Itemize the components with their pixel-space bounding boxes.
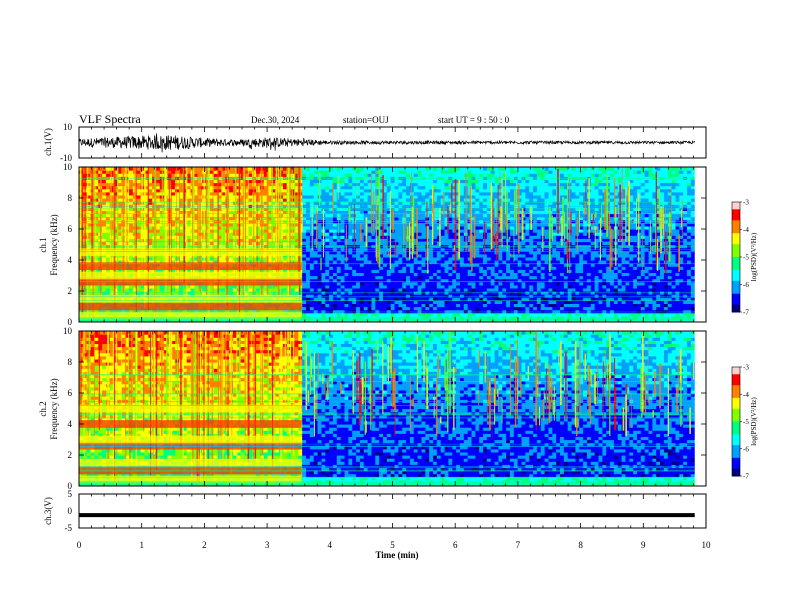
ch2-band-6 — [79, 404, 302, 413]
ch2-frequency-ylabel: ch.2 Frequency (kHz) — [38, 378, 59, 439]
ch2-colorbar-label: log(PSD)(V²/Hz) — [750, 397, 758, 446]
ch1-band-0 — [79, 311, 302, 320]
figure-title: VLF Spectra — [79, 112, 141, 126]
x-axis-label: Time (min) — [375, 550, 418, 560]
ch2-colorbar: -3 -4 -5 -6 -7 log(PSD)(V²/Hz) — [731, 364, 758, 481]
ch2-band-4 — [79, 435, 302, 444]
xtick-0: 0 — [77, 540, 82, 550]
ch1-colorbar: -3 -4 -5 -6 -7 log(PSD)(V²/Hz) — [731, 199, 758, 317]
ch2-cb-tick--4: -4 — [743, 391, 749, 399]
ch2-spectrogram-panel: 0 2 4 6 8 10 — [63, 326, 707, 491]
xtick-4: 4 — [328, 540, 333, 550]
ch1-ytick-2: 2 — [68, 286, 73, 296]
ch1-voltage-ylabel: ch.1(V) — [43, 128, 53, 156]
ch3-voltage-ylabel: ch.3(V) — [43, 497, 53, 525]
date-label: Dec.30, 2024 — [251, 115, 300, 125]
ch2-band-1 — [79, 466, 302, 475]
xtick-10: 10 — [702, 540, 712, 550]
ch2-ytick-8: 8 — [68, 357, 73, 367]
ch1-cb-tick--3: -3 — [743, 199, 749, 207]
ch2-band-0 — [79, 475, 302, 484]
ch1-ytick-10: 10 — [63, 162, 73, 172]
ch1-ytick-6: 6 — [68, 224, 73, 234]
ch1-ytick-top: 10 — [63, 122, 73, 132]
ch1-ytick-4: 4 — [68, 255, 73, 265]
ch2-ytick-0: 0 — [68, 481, 73, 491]
ch3-waveform-panel: 5 0 -5 — [65, 489, 707, 533]
xtick-7: 7 — [516, 540, 521, 550]
ch1-band-4 — [79, 271, 302, 280]
ch2-cb-tick--5: -5 — [743, 418, 749, 426]
xtick-8: 8 — [578, 540, 583, 550]
ch1-spectrogram-panel: 0 2 4 6 8 10 — [63, 162, 707, 327]
ch1-cb-tick--7: -7 — [743, 309, 749, 317]
panel-frame — [78, 493, 707, 529]
ch2-cb-tick--6: -6 — [743, 445, 749, 453]
ch1-cb-tick--5: -5 — [743, 254, 749, 262]
ch3-ytick-2: -5 — [65, 523, 73, 533]
ch2-band-5 — [79, 420, 302, 428]
ch2-ytick-10: 10 — [63, 326, 73, 336]
ch2-band-2 — [79, 458, 302, 467]
ch1-band-2 — [79, 294, 302, 303]
ch1-band-6 — [79, 248, 302, 257]
ch2-band-3 — [79, 441, 302, 450]
ch2-cb-tick--3: -3 — [743, 364, 749, 372]
ch2-cb-tick--7: -7 — [743, 473, 749, 481]
ch2-ytick-4: 4 — [68, 419, 73, 429]
ch1-ytick-0: 0 — [68, 317, 73, 327]
ch1-band-5 — [79, 262, 302, 271]
ch2-ytick-6: 6 — [68, 388, 73, 398]
ch1-cb-tick--4: -4 — [743, 226, 749, 234]
station-label: station=OUJ — [343, 115, 389, 125]
ch1-spectrogram-image — [79, 167, 695, 322]
xtick-1: 1 — [139, 540, 144, 550]
ch1-waveform-trace — [78, 133, 696, 153]
xtick-3: 3 — [265, 540, 270, 550]
ch3-ytick-0: 5 — [68, 489, 73, 499]
time-x-axis: 0 1 2 3 4 5 6 7 8 9 10 — [77, 540, 711, 550]
ch1-cb-tick--6: -6 — [743, 281, 749, 289]
xtick-5: 5 — [390, 540, 395, 550]
ch1-frequency-ylabel: ch.1 Frequency (kHz) — [38, 214, 59, 275]
ch1-band-1 — [79, 302, 302, 311]
ch2-ytick-2: 2 — [68, 450, 73, 460]
ch1-ytick-8: 8 — [68, 193, 73, 203]
ch3-ytick-1: 0 — [68, 506, 73, 516]
ch1-ytick-bottom: -10 — [60, 153, 72, 163]
ch1-colorbar-label: log(PSD)(V²/Hz) — [750, 232, 758, 281]
ch1-waveform-panel: 10 -10 — [60, 122, 707, 163]
xtick-2: 2 — [202, 540, 207, 550]
xtick-6: 6 — [453, 540, 458, 550]
xtick-9: 9 — [641, 540, 646, 550]
ch2-spectrogram-image — [79, 331, 695, 486]
start-time-label: start UT = 9 : 50 : 0 — [438, 115, 510, 125]
